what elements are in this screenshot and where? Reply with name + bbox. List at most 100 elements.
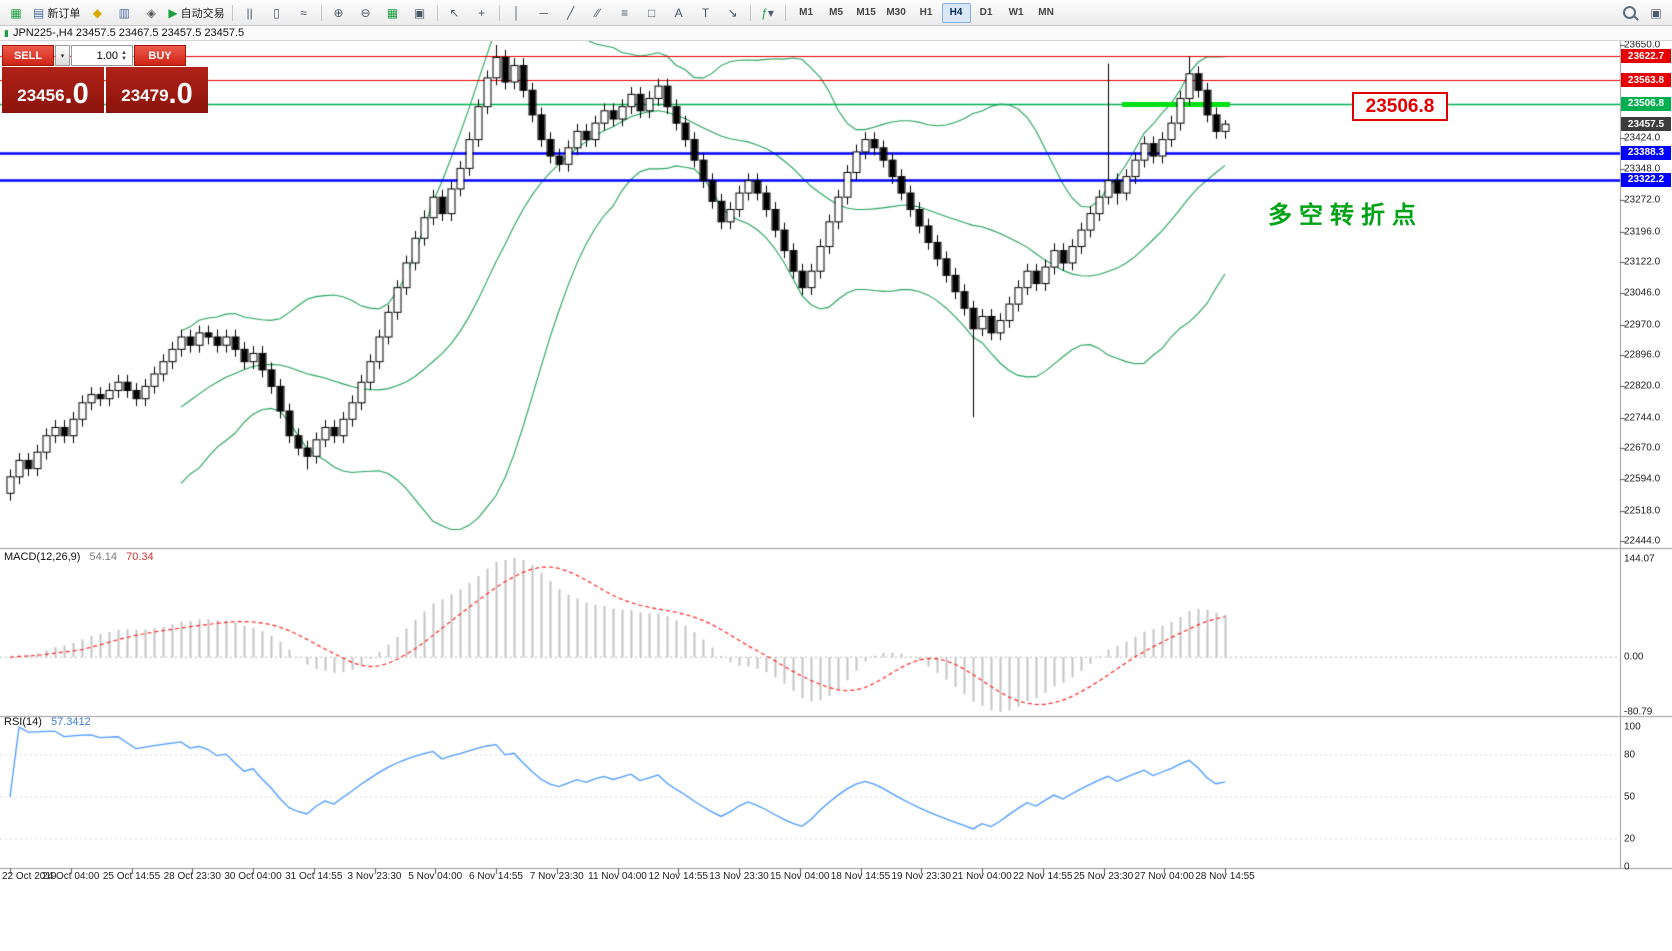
- volume-stepper[interactable]: ▲ ▼: [121, 50, 127, 62]
- fibonacci-icon: ≡: [621, 5, 629, 20]
- arrows-button[interactable]: ↘: [720, 2, 746, 24]
- toolbar-separator: [749, 4, 751, 21]
- text-button[interactable]: A: [666, 2, 692, 24]
- sell-price-main: 23456: [17, 86, 65, 105]
- level-price-label[interactable]: 23506.8: [1352, 92, 1448, 121]
- metaeditor-button[interactable]: ◆: [84, 2, 110, 24]
- price-tick-label: 22444.0: [1624, 535, 1661, 547]
- line-chart-icon: ≈: [300, 5, 307, 20]
- price-tick-label: 22896.0: [1624, 349, 1661, 361]
- time-label: 27 Nov 04:00: [1134, 871, 1195, 882]
- time-label: 24 Oct 04:00: [42, 871, 100, 882]
- tile-windows-button[interactable]: ▣: [407, 2, 433, 24]
- chevron-down-icon: ▾: [60, 52, 65, 60]
- shapes-icon: □: [647, 5, 656, 20]
- horizontal-line-icon: ─: [539, 5, 548, 20]
- timeframe-button-h4[interactable]: H4: [941, 2, 971, 23]
- time-label: 22 Nov 14:55: [1013, 871, 1073, 882]
- horizontal-line-button[interactable]: ─: [531, 2, 557, 24]
- timeframe-button-m15[interactable]: M15: [856, 7, 876, 18]
- new-order-label: 新订单: [47, 7, 81, 20]
- trendline-button[interactable]: ╱: [558, 2, 584, 24]
- channel-button[interactable]: ∕∕: [585, 2, 611, 24]
- time-label: 19 Nov 23:30: [891, 871, 952, 882]
- indicators-button[interactable]: ƒ ▾: [755, 2, 781, 24]
- autotrade-button[interactable]: ▶ 自动交易: [165, 2, 227, 24]
- new-order-button[interactable]: ▤ 新订单: [30, 2, 83, 24]
- time-label: 5 Nov 04:00: [408, 871, 463, 882]
- zoom-in-icon: ⊕: [333, 5, 344, 20]
- fibonacci-button[interactable]: ≡: [612, 2, 638, 24]
- indicators-icon: ƒ: [761, 5, 768, 20]
- metaeditor-icon: ◆: [92, 5, 102, 20]
- macd-scale-label: 0.00: [1624, 651, 1644, 663]
- new-order-icon: ▤: [33, 5, 45, 20]
- timeframe-toolbar: M1 M5 M15 M30 H1 H4 D1 W1 MN: [792, 2, 1061, 23]
- trade-dropdown-button[interactable]: ▾: [55, 45, 70, 66]
- sell-price-big: .0: [64, 78, 89, 110]
- bar-chart-button[interactable]: ||: [237, 2, 263, 24]
- macd-scale-label: 144.07: [1624, 553, 1655, 565]
- line-chart-button[interactable]: ≈: [291, 2, 317, 24]
- chart-canvas[interactable]: [0, 41, 1672, 891]
- price-tick-label: 22970.0: [1624, 319, 1661, 331]
- turning-point-annotation: 多空转折点: [1268, 202, 1423, 229]
- search-button[interactable]: [1616, 2, 1642, 24]
- one-click-trade-panel: SELL ▾ ▲▼ BUY 23456 .0 23479 .0: [2, 45, 208, 113]
- shapes-button[interactable]: □: [639, 2, 665, 24]
- time-label: 13 Nov 23:30: [709, 871, 769, 882]
- rsi-scale-label: 0: [1624, 861, 1630, 873]
- macd-value-main: 54.14: [89, 551, 118, 563]
- toolbar-separator: [320, 4, 322, 21]
- navigator-button[interactable]: ◈: [138, 2, 164, 24]
- buy-price-display[interactable]: 23479 .0: [106, 67, 208, 113]
- trendline-icon: ╱: [566, 5, 575, 20]
- candle-chart-button[interactable]: ▯: [264, 2, 290, 24]
- level-price-badge: 23322.2: [1621, 172, 1671, 187]
- sell-price-display[interactable]: 23456 .0: [2, 67, 104, 113]
- market-watch-button[interactable]: ▥: [111, 2, 137, 24]
- sell-button[interactable]: SELL: [2, 45, 54, 66]
- volume-input[interactable]: [72, 49, 120, 62]
- vertical-line-button[interactable]: │: [504, 2, 530, 24]
- cursor-button[interactable]: ↖: [442, 2, 468, 24]
- timeframe-button-m1[interactable]: M1: [799, 7, 814, 18]
- buy-button[interactable]: BUY: [134, 45, 186, 66]
- timeframe-button-w1[interactable]: W1: [1008, 7, 1024, 18]
- time-label: 25 Nov 23:30: [1073, 871, 1134, 882]
- stepper-up-icon: ▲: [121, 49, 127, 56]
- zoom-out-icon: ⊖: [360, 5, 371, 20]
- rsi-value: 57.3412: [50, 716, 91, 728]
- rsi-scale-label: 80: [1624, 749, 1636, 761]
- docking-button[interactable]: ▣: [1643, 2, 1669, 24]
- price-tick-label: 22820.0: [1624, 380, 1661, 392]
- zoom-in-button[interactable]: ⊕: [326, 2, 352, 24]
- timeframe-button-mn[interactable]: MN: [1038, 7, 1054, 18]
- time-label: 18 Nov 14:55: [830, 871, 891, 882]
- buy-price-big: .0: [168, 78, 193, 110]
- price-tick-label: 23196.0: [1624, 226, 1661, 238]
- crosshair-icon: +: [478, 5, 486, 20]
- timeframe-button-m5[interactable]: M5: [829, 7, 844, 18]
- zoom-out-button[interactable]: ⊖: [353, 2, 379, 24]
- timeframe-button-h1[interactable]: H1: [919, 7, 933, 18]
- timeframe-button-m30[interactable]: M30: [886, 7, 906, 18]
- grid-button[interactable]: ▦: [380, 2, 406, 24]
- timeframe-button-d1[interactable]: D1: [979, 7, 993, 18]
- time-label: 25 Oct 14:55: [102, 871, 161, 882]
- app-chart-icon: ▦: [10, 5, 22, 20]
- text-label-button[interactable]: T: [693, 2, 719, 24]
- buy-price-main: 23479: [121, 86, 169, 105]
- crosshair-button[interactable]: +: [469, 2, 495, 24]
- docking-icon: ▣: [1650, 5, 1662, 20]
- time-label: 11 Nov 04:00: [588, 871, 647, 882]
- macd-name: MACD(12,26,9): [4, 551, 81, 563]
- price-tick-label: 22518.0: [1624, 505, 1661, 517]
- level-price-badge: 23622.7: [1621, 49, 1671, 64]
- toolbar-separator: [784, 4, 786, 21]
- navigator-icon: ◈: [146, 5, 156, 20]
- toolbar-separator: [436, 4, 438, 21]
- market-watch-icon: ▥: [118, 5, 131, 20]
- level-price-badge: 23506.8: [1621, 96, 1671, 111]
- rsi-scale-label: 100: [1624, 721, 1641, 733]
